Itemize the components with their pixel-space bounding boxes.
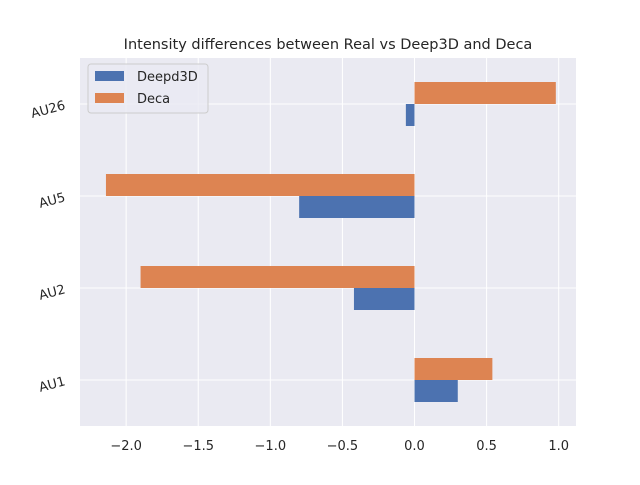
plot-area [80,58,576,426]
bar-deepd3d-au5 [299,196,415,218]
legend-swatch-deepd3d [95,71,124,81]
x-tick-label: −2.0 [110,439,142,454]
x-tick-label: 1.0 [548,439,569,454]
bars [105,82,556,402]
x-tick-label: −1.5 [182,439,214,454]
x-tick-label: 0.0 [404,439,425,454]
y-tick-label: AU5 [37,190,67,211]
legend-swatch-deca [95,93,124,103]
x-tick-label: 0.5 [476,439,497,454]
bar-deca-au26 [414,82,556,104]
legend: Deepd3D Deca [87,63,209,114]
x-tick-label: −1.0 [255,439,287,454]
chart-title: Intensity differences between Real vs De… [124,37,533,53]
bar-deepd3d-au26 [405,104,415,126]
x-tick-labels: −2.0 −1.5 −1.0 −0.5 0.0 0.5 1.0 [110,439,569,454]
y-tick-label: AU2 [37,282,67,303]
bar-deca-au5 [105,174,415,196]
legend-label-deepd3d: Deepd3D [137,70,198,85]
legend-label-deca: Deca [137,92,170,107]
bar-deepd3d-au1 [414,380,458,402]
y-tick-label: AU1 [37,374,67,395]
x-tick-label: −0.5 [327,439,359,454]
bar-deepd3d-au2 [353,288,415,310]
bar-deca-au2 [140,266,415,288]
bar-deca-au1 [414,358,493,380]
